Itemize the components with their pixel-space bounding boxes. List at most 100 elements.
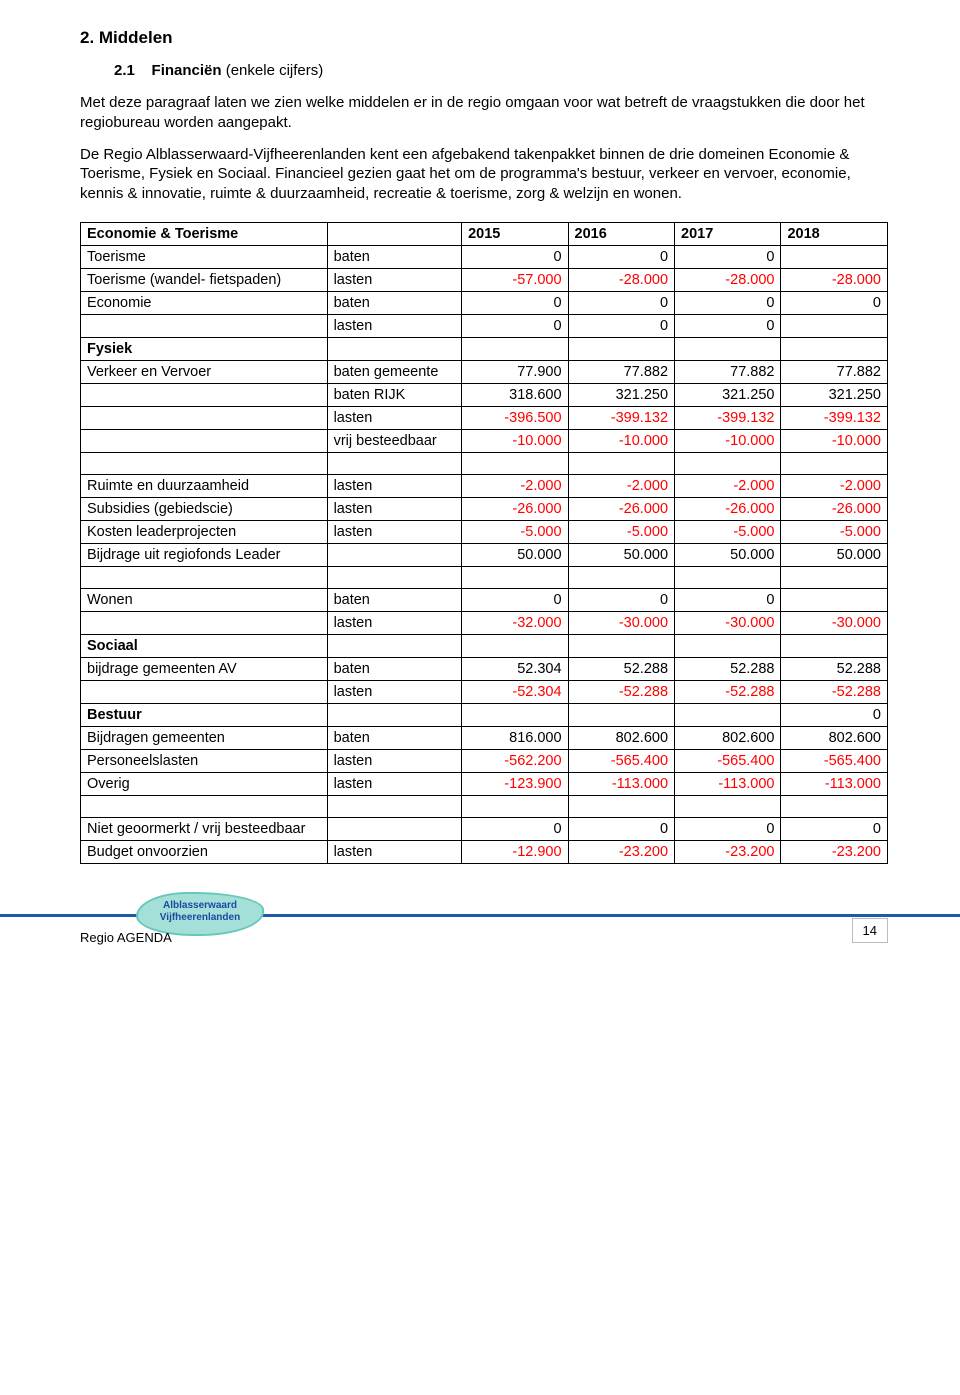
row-type: baten RIJK bbox=[327, 383, 462, 406]
row-value: 0 bbox=[675, 314, 781, 337]
table-row: Wonenbaten000 bbox=[81, 588, 888, 611]
row-value: -399.132 bbox=[675, 406, 781, 429]
row-value: 0 bbox=[568, 314, 674, 337]
table-row bbox=[81, 452, 888, 474]
row-label: Toerisme (wandel- fietspaden) bbox=[81, 268, 328, 291]
row-type bbox=[327, 337, 462, 360]
row-value: -10.000 bbox=[675, 429, 781, 452]
row-label bbox=[81, 314, 328, 337]
row-value: -113.000 bbox=[675, 772, 781, 795]
row-value: -26.000 bbox=[675, 497, 781, 520]
table-row: lasten-396.500-399.132-399.132-399.132 bbox=[81, 406, 888, 429]
empty-cell bbox=[675, 566, 781, 588]
row-value bbox=[781, 588, 888, 611]
row-value: 321.250 bbox=[568, 383, 674, 406]
row-label: Niet geoormerkt / vrij besteedbaar bbox=[81, 817, 328, 840]
row-value: 802.600 bbox=[568, 726, 674, 749]
row-value: -565.400 bbox=[675, 749, 781, 772]
row-value: -52.288 bbox=[781, 680, 888, 703]
row-value: -52.288 bbox=[675, 680, 781, 703]
row-type: lasten bbox=[327, 268, 462, 291]
row-value: 52.288 bbox=[675, 657, 781, 680]
row-value: 0 bbox=[568, 588, 674, 611]
row-type: lasten bbox=[327, 497, 462, 520]
empty-cell bbox=[81, 566, 328, 588]
row-value: -57.000 bbox=[462, 268, 568, 291]
row-type: lasten bbox=[327, 406, 462, 429]
footer-doc-title: Regio AGENDA bbox=[80, 930, 172, 945]
row-label: bijdrage gemeenten AV bbox=[81, 657, 328, 680]
row-type: lasten bbox=[327, 772, 462, 795]
page-number: 14 bbox=[852, 918, 888, 943]
row-value: 0 bbox=[781, 817, 888, 840]
row-value: -28.000 bbox=[781, 268, 888, 291]
section-heading: 2. Middelen bbox=[80, 28, 888, 48]
empty-cell bbox=[568, 452, 674, 474]
row-value bbox=[568, 703, 674, 726]
row-value: -26.000 bbox=[568, 497, 674, 520]
table-row: lasten-52.304-52.288-52.288-52.288 bbox=[81, 680, 888, 703]
row-type bbox=[327, 703, 462, 726]
row-value bbox=[781, 314, 888, 337]
row-value: -562.200 bbox=[462, 749, 568, 772]
row-value: -5.000 bbox=[568, 520, 674, 543]
empty-cell bbox=[462, 795, 568, 817]
row-value: 52.288 bbox=[781, 657, 888, 680]
table-row: baten RIJK318.600321.250321.250321.250 bbox=[81, 383, 888, 406]
row-value: 77.882 bbox=[675, 360, 781, 383]
row-value: -23.200 bbox=[675, 840, 781, 863]
row-value: 50.000 bbox=[462, 543, 568, 566]
row-value: -2.000 bbox=[675, 474, 781, 497]
row-label: Subsidies (gebiedscie) bbox=[81, 497, 328, 520]
row-value: -399.132 bbox=[568, 406, 674, 429]
th-2018: 2018 bbox=[781, 222, 888, 245]
row-type: lasten bbox=[327, 474, 462, 497]
row-type: baten bbox=[327, 657, 462, 680]
table-row: Fysiek bbox=[81, 337, 888, 360]
table-header-row: Economie & Toerisme 2015 2016 2017 2018 bbox=[81, 222, 888, 245]
row-value: 52.288 bbox=[568, 657, 674, 680]
finance-table: Economie & Toerisme 2015 2016 2017 2018 … bbox=[80, 222, 888, 864]
row-value: 0 bbox=[462, 291, 568, 314]
row-value: 0 bbox=[462, 245, 568, 268]
row-value: -113.000 bbox=[568, 772, 674, 795]
row-value bbox=[781, 634, 888, 657]
row-value: -10.000 bbox=[568, 429, 674, 452]
logo-text-2: Vijfheerenlanden bbox=[138, 912, 262, 923]
row-value: -10.000 bbox=[781, 429, 888, 452]
page: 2. Middelen 2.1 Financiën (enkele cijfer… bbox=[0, 0, 960, 966]
row-value: -30.000 bbox=[675, 611, 781, 634]
row-type: lasten bbox=[327, 611, 462, 634]
row-label: Bijdragen gemeenten bbox=[81, 726, 328, 749]
empty-cell bbox=[675, 795, 781, 817]
row-value bbox=[568, 634, 674, 657]
row-label bbox=[81, 611, 328, 634]
row-value bbox=[568, 337, 674, 360]
row-value: 77.900 bbox=[462, 360, 568, 383]
row-value: 0 bbox=[462, 314, 568, 337]
row-value: -28.000 bbox=[675, 268, 781, 291]
table-row: lasten000 bbox=[81, 314, 888, 337]
row-type: lasten bbox=[327, 314, 462, 337]
row-label bbox=[81, 406, 328, 429]
row-value: 50.000 bbox=[568, 543, 674, 566]
page-footer: Alblasserwaard Vijfheerenlanden Regio AG… bbox=[80, 892, 888, 948]
table-row: Toerismebaten000 bbox=[81, 245, 888, 268]
subsection-number: 2.1 bbox=[114, 62, 135, 79]
row-value: -123.900 bbox=[462, 772, 568, 795]
table-row: vrij besteedbaar-10.000-10.000-10.000-10… bbox=[81, 429, 888, 452]
row-value: 0 bbox=[675, 245, 781, 268]
table-row: Sociaal bbox=[81, 634, 888, 657]
row-value: -113.000 bbox=[781, 772, 888, 795]
row-type: baten gemeente bbox=[327, 360, 462, 383]
empty-cell bbox=[462, 566, 568, 588]
table-row bbox=[81, 566, 888, 588]
table-row: Personeelslastenlasten-562.200-565.400-5… bbox=[81, 749, 888, 772]
empty-cell bbox=[568, 795, 674, 817]
row-value: -26.000 bbox=[781, 497, 888, 520]
row-label bbox=[81, 383, 328, 406]
row-value: 321.250 bbox=[781, 383, 888, 406]
empty-cell bbox=[568, 566, 674, 588]
row-type: lasten bbox=[327, 520, 462, 543]
row-value: 0 bbox=[675, 588, 781, 611]
